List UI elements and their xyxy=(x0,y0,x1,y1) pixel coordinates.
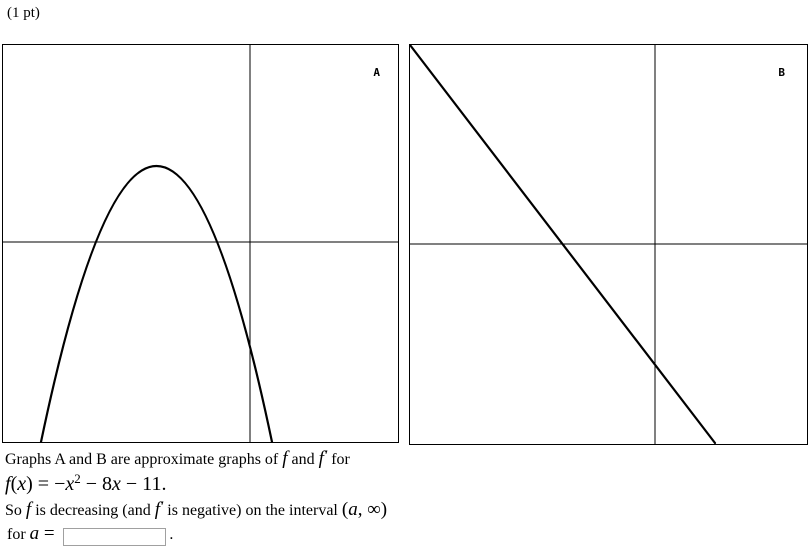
math-a: a xyxy=(29,523,40,544)
graph-b-label: B xyxy=(778,66,785,79)
graph-a-label: A xyxy=(373,66,380,79)
sentence-period: . xyxy=(169,526,174,543)
graph-a-curve-parabola xyxy=(39,165,274,442)
math-f: f xyxy=(282,448,288,469)
graph-b-plot xyxy=(410,45,807,444)
points-label: (1 pt) xyxy=(7,5,40,21)
statement-text: is decreasing (and xyxy=(31,502,155,519)
graph-b-axes xyxy=(410,45,807,444)
prime-mark: ′ xyxy=(323,448,328,464)
graph-panel-a: A xyxy=(2,44,399,443)
math-f: f xyxy=(5,473,11,495)
math-f-prime: f′ xyxy=(155,499,164,520)
function-formula: f(x) = −x2 − 8x − 11. xyxy=(5,471,166,496)
math-a: a xyxy=(348,499,358,520)
problem-statement-line1: Graphs A and B are approximate graphs of… xyxy=(5,449,350,469)
problem-statement-line3: So f is decreasing (and f′ is negative) … xyxy=(5,500,387,520)
answer-line: for a = . xyxy=(7,524,173,546)
math-f: f xyxy=(25,499,32,520)
math-paren: ( xyxy=(10,473,18,495)
math-exponent: 2 xyxy=(74,471,81,486)
math-x: x xyxy=(65,473,75,495)
math-operator: − 11. xyxy=(120,473,167,495)
math-x: x xyxy=(17,473,27,495)
math-f: f xyxy=(318,448,324,469)
math-f-prime: f′ xyxy=(319,448,328,469)
math-equals: = xyxy=(39,523,60,544)
statement-text: So xyxy=(5,502,26,519)
statement-text: is negative) on the interval xyxy=(163,502,342,519)
math-x: x xyxy=(112,473,121,495)
answer-input[interactable] xyxy=(63,528,167,546)
graph-panel-b: B xyxy=(409,44,808,445)
graph-b-curve-line xyxy=(410,45,717,444)
prime-mark: ′ xyxy=(159,499,164,515)
math-operator: − 8 xyxy=(80,473,113,495)
graph-a-axes xyxy=(3,45,398,442)
graph-a-plot xyxy=(3,45,398,442)
statement-text: for xyxy=(327,451,350,468)
math-operator: ) = − xyxy=(26,473,66,495)
statement-text: and xyxy=(287,451,319,468)
math-paren: ( xyxy=(341,499,349,520)
statement-text: Graphs A and B are approximate graphs of xyxy=(5,451,283,468)
math-infinity: , ∞) xyxy=(357,499,388,520)
math-f: f xyxy=(154,499,160,520)
statement-text: for xyxy=(7,526,30,543)
